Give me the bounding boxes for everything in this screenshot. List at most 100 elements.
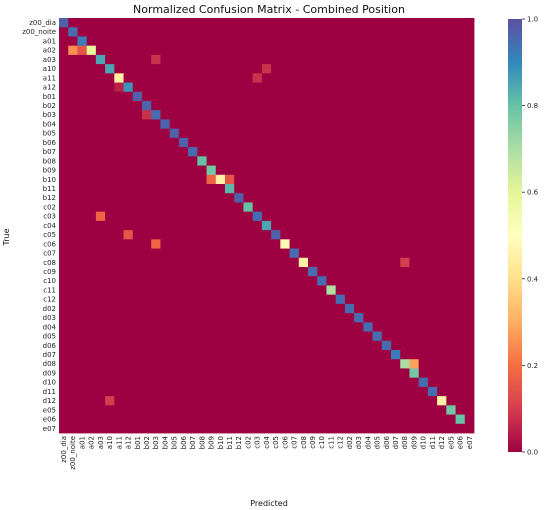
- heatmap-cell: [252, 64, 263, 74]
- heatmap-cell: [197, 285, 207, 296]
- heatmap-cell: [105, 36, 115, 47]
- heatmap-cell: [308, 359, 318, 369]
- heatmap-cell: [289, 73, 300, 83]
- heatmap-cell: [206, 331, 217, 342]
- heatmap-cell: [105, 313, 115, 323]
- heatmap-cell: [151, 91, 161, 102]
- heatmap-cell: [225, 377, 235, 388]
- heatmap-cell: [169, 54, 180, 65]
- heatmap-cell: [298, 294, 309, 305]
- heatmap-cell: [197, 73, 207, 83]
- heatmap-cell: [271, 64, 281, 74]
- heatmap-cell: [68, 313, 78, 323]
- heatmap-cell: [169, 211, 180, 222]
- heatmap-cell: [427, 377, 438, 388]
- heatmap-cell: [68, 386, 78, 397]
- heatmap-cell: [372, 27, 383, 37]
- y-tick-label: c11: [43, 286, 56, 294]
- heatmap-cell: [381, 405, 392, 415]
- heatmap-cell: [86, 423, 97, 434]
- heatmap-cell: [123, 110, 134, 120]
- heatmap-cell: [363, 414, 373, 425]
- heatmap-cell: [123, 230, 134, 240]
- heatmap-cell: [142, 340, 152, 351]
- heatmap-cell: [68, 285, 78, 296]
- heatmap-cell: [280, 423, 290, 434]
- heatmap-cell: [234, 340, 244, 351]
- heatmap-cell: [132, 248, 143, 259]
- heatmap-cell: [105, 220, 115, 231]
- heatmap-cell: [105, 27, 115, 37]
- heatmap-cell: [95, 322, 106, 332]
- heatmap-cell: [298, 128, 309, 139]
- heatmap-cell: [197, 174, 207, 185]
- heatmap-cell: [243, 193, 254, 203]
- heatmap-cell: [105, 137, 115, 148]
- heatmap-cell: [215, 423, 226, 434]
- heatmap-cell: [261, 156, 272, 166]
- heatmap-cell: [317, 359, 327, 369]
- heatmap-cell: [151, 340, 161, 351]
- heatmap-cell: [77, 202, 88, 213]
- heatmap-cell: [344, 220, 355, 231]
- heatmap-cell: [363, 239, 373, 249]
- heatmap-cell: [455, 340, 466, 351]
- heatmap-cell: [446, 267, 456, 277]
- heatmap-cell: [363, 285, 373, 296]
- heatmap-cell: [391, 276, 401, 286]
- heatmap-cell: [271, 174, 281, 185]
- heatmap-cell: [178, 257, 189, 268]
- x-tick-label: d05: [374, 436, 382, 449]
- heatmap-cell: [95, 257, 106, 268]
- heatmap-cell: [437, 147, 447, 157]
- y-tick-label: b11: [43, 185, 56, 193]
- heatmap-cell: [372, 202, 383, 213]
- heatmap-cell: [132, 313, 143, 323]
- heatmap-cell: [344, 331, 355, 342]
- heatmap-cell: [215, 248, 226, 259]
- heatmap-cell: [335, 350, 346, 360]
- heatmap-cell: [132, 91, 143, 102]
- heatmap-cell: [142, 18, 152, 28]
- heatmap-cell: [225, 45, 235, 56]
- heatmap-cell: [280, 294, 290, 305]
- heatmap-cell: [308, 27, 318, 37]
- heatmap-cell: [142, 45, 152, 56]
- heatmap-cell: [206, 128, 217, 139]
- heatmap-cell: [123, 423, 134, 434]
- heatmap-cell: [271, 184, 281, 194]
- heatmap-cell: [188, 211, 198, 222]
- heatmap-cell: [464, 359, 475, 369]
- heatmap-cell: [437, 137, 447, 148]
- heatmap-cell: [261, 239, 272, 249]
- heatmap-cell: [308, 174, 318, 185]
- heatmap-cell: [271, 211, 281, 222]
- heatmap-cell: [252, 91, 263, 102]
- heatmap-cell: [446, 276, 456, 286]
- heatmap-cell: [95, 377, 106, 388]
- heatmap-cell: [215, 276, 226, 286]
- heatmap-cell: [400, 377, 410, 388]
- heatmap-cell: [271, 119, 281, 130]
- heatmap-cell: [455, 239, 466, 249]
- heatmap-cell: [142, 350, 152, 360]
- heatmap-cell: [105, 73, 115, 83]
- heatmap-cell: [68, 377, 78, 388]
- heatmap-cell: [446, 193, 456, 203]
- heatmap-cell: [225, 313, 235, 323]
- heatmap-cell: [409, 119, 420, 130]
- heatmap-cell: [234, 54, 244, 65]
- y-tick-label: e06: [43, 416, 57, 424]
- heatmap-cell: [178, 414, 189, 425]
- heatmap-cell: [77, 248, 88, 259]
- heatmap-cell: [77, 45, 88, 56]
- heatmap-cell: [271, 128, 281, 139]
- heatmap-cell: [225, 110, 235, 120]
- heatmap-cell: [418, 340, 429, 351]
- heatmap-cell: [400, 423, 410, 434]
- heatmap-cell: [446, 405, 456, 415]
- heatmap-cell: [225, 73, 235, 83]
- heatmap-cell: [289, 267, 300, 277]
- heatmap-cell: [317, 303, 327, 314]
- heatmap-cell: [169, 101, 180, 111]
